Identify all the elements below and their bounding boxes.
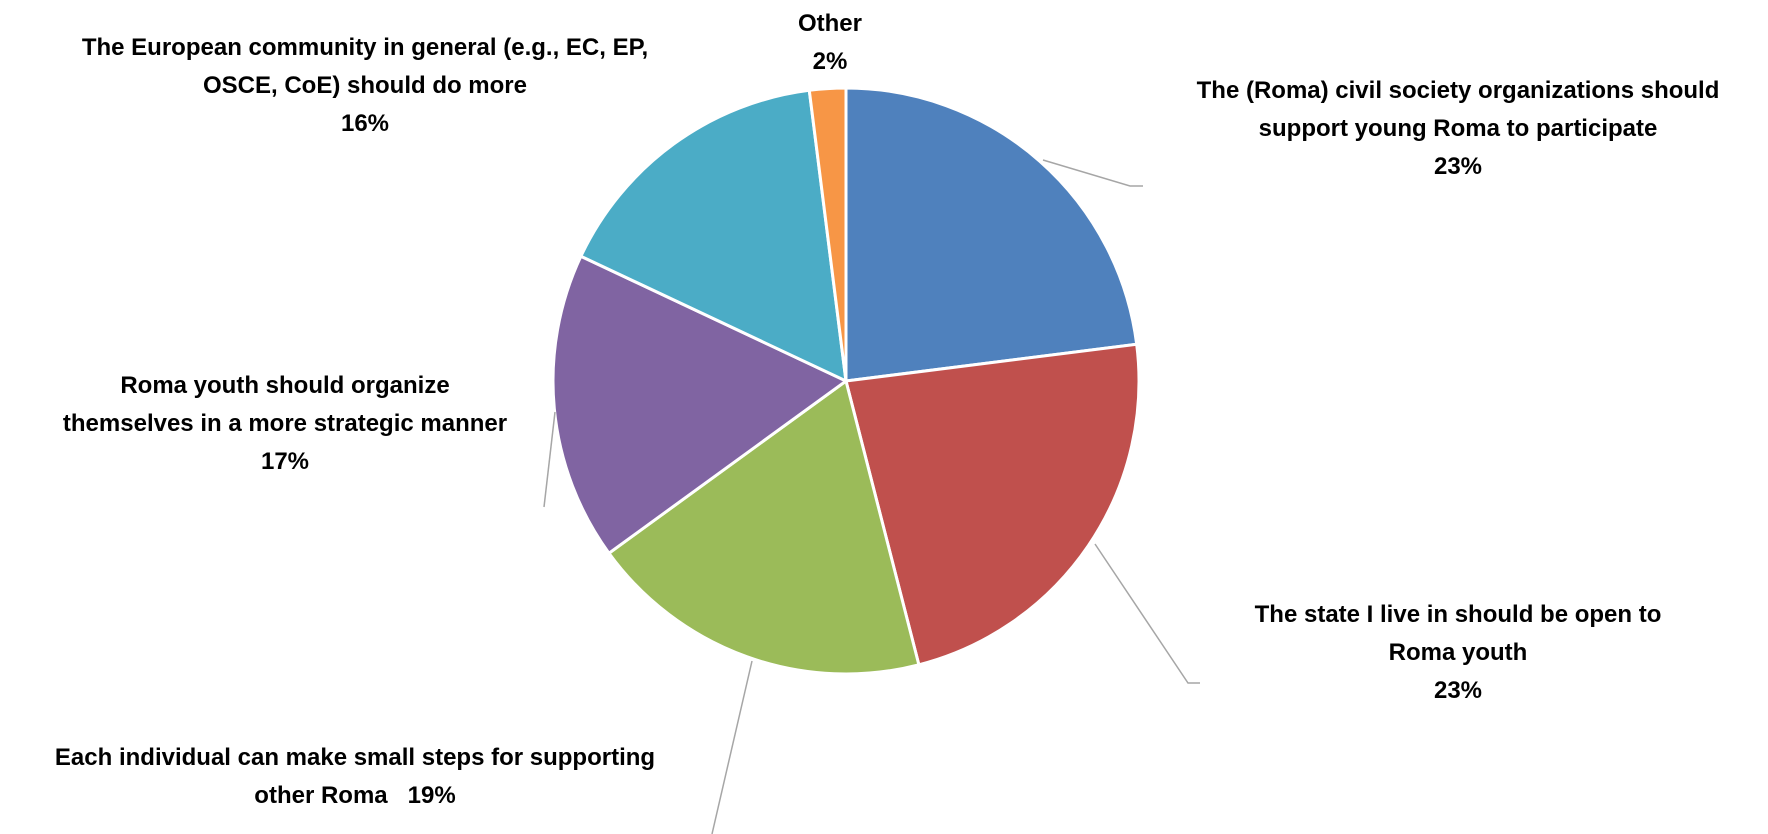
slice-label-1: The (Roma) civil society organizations s… [1197, 77, 1720, 180]
pie-slice-4 [551, 254, 849, 556]
slice-percent-label: 23% [1434, 677, 1482, 704]
slice-label-line: Roma youth [1389, 639, 1528, 666]
slice-label-6: Other 2% [798, 10, 862, 75]
slice-label-line: The state I live in should be open to [1255, 601, 1662, 628]
slice-label-line: support young Roma to participate [1259, 115, 1658, 142]
slice-label-2: The state I live in should be open to Rom… [1255, 601, 1662, 704]
leader-line-3 [711, 660, 753, 834]
slice-percent-label: 23% [1434, 153, 1482, 180]
slice-label-line: Each individual can make small steps for… [55, 744, 655, 771]
pie-slice-2 [844, 342, 1141, 667]
slice-labels: The (Roma) civil society organizations s… [55, 10, 1719, 809]
leader-line-1 [1042, 159, 1143, 187]
pie-slice-3 [606, 378, 921, 676]
pie-slice-1 [844, 86, 1139, 383]
slice-label-line: themselves in a more strategic manner [63, 410, 507, 437]
slice-label-line: The (Roma) civil society organizations s… [1197, 77, 1720, 104]
slice-percent-label: 17% [261, 448, 309, 475]
slice-label-line: Other [798, 10, 862, 37]
leader-lines [543, 159, 1200, 834]
pie-slices [551, 86, 1141, 676]
slice-percent-label: 2% [813, 48, 848, 75]
slice-percent-label: 16% [341, 110, 389, 137]
leader-line-4 [543, 411, 556, 508]
slice-label-line: The European community in general (e.g.,… [82, 34, 648, 61]
pie-slice-5 [578, 88, 848, 384]
slice-label-3: Each individual can make small steps for… [55, 744, 655, 809]
pie-slice-6 [807, 86, 848, 382]
slice-label-line: OSCE, CoE) should do more [203, 72, 527, 99]
leader-line-2 [1094, 543, 1200, 684]
slice-label-4: Roma youth should organize themselves in … [63, 372, 507, 475]
slice-label-line: other Roma 19% [254, 782, 455, 809]
slice-label-5: The European community in general (e.g.,… [82, 34, 648, 137]
slice-label-line: Roma youth should organize [120, 372, 449, 399]
